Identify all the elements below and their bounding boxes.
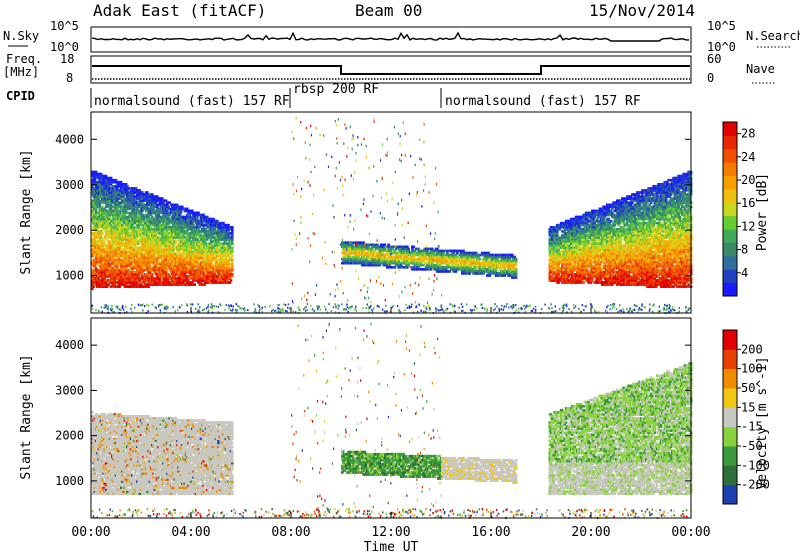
nsky-tick-high: 10^5 <box>50 19 79 33</box>
rti-plot: Adak East (fitACF) Beam 00 15/Nov/2014 N… <box>0 0 800 554</box>
cpid-segment-3: normalsound (fast) 157 RF <box>445 94 641 109</box>
power-cell <box>231 259 234 262</box>
power-cell <box>596 242 599 245</box>
nsky-label: N.Sky <box>3 29 39 43</box>
power-cell <box>231 273 234 276</box>
power-cell <box>151 273 154 276</box>
nsearch-label: N.Search <box>746 29 800 43</box>
power-cell <box>169 226 172 229</box>
nsky-panel: N.Sky 10^5 10^0 10^5 10^0 N.Search <box>3 19 800 54</box>
freq-frame <box>91 56 691 83</box>
freq-trace <box>92 66 690 74</box>
power-cell <box>166 269 169 272</box>
cpid-panel: CPID normalsound (fast) 157 RF rbsp 200 … <box>6 82 641 109</box>
power-cell <box>610 220 613 223</box>
power-cell <box>141 275 144 278</box>
power-cell <box>151 216 154 219</box>
power-cell <box>191 210 194 213</box>
rti-plot-svg: Adak East (fitACF) Beam 00 15/Nov/2014 N… <box>0 0 800 554</box>
freq-tick-high: 18 <box>60 52 74 66</box>
nsearch-tick-high: 10^5 <box>707 19 736 33</box>
power-cell <box>151 228 154 231</box>
freq-panel: Freq. [MHz] 18 8 60 0 Nave <box>3 52 776 85</box>
power-cell <box>105 238 108 241</box>
power-cell <box>126 212 129 215</box>
power-cell <box>101 232 104 235</box>
power-cell <box>582 281 585 284</box>
nave-label: Nave <box>746 62 775 76</box>
power-cell <box>194 283 197 286</box>
power-cell <box>231 255 234 258</box>
power-cell <box>92 285 95 288</box>
nave-tick-high: 60 <box>707 52 721 66</box>
power-cell <box>144 214 147 217</box>
freq-unit-label: [MHz] <box>3 65 39 79</box>
freq-label: Freq. <box>6 52 42 66</box>
power-cell <box>231 226 234 229</box>
cpid-label: CPID <box>6 89 35 103</box>
power-cell <box>104 242 107 245</box>
power-cell <box>197 212 200 215</box>
power-cell <box>101 206 104 209</box>
date-title: 15/Nov/2014 <box>589 1 695 20</box>
power-cell <box>175 240 178 243</box>
nsky-trace <box>92 33 689 41</box>
power-cell <box>196 238 199 241</box>
power-cell <box>184 216 187 219</box>
power-cell <box>174 246 177 249</box>
power-cell <box>607 218 610 221</box>
power-cell <box>612 238 615 241</box>
power-cell <box>187 279 190 282</box>
power-cell <box>230 279 233 282</box>
power-cell <box>559 275 562 278</box>
freq-tick-low: 8 <box>66 71 73 85</box>
nave-tick-low: 0 <box>707 71 714 85</box>
cpid-segment-1: normalsound (fast) 157 RF <box>94 94 290 109</box>
cpid-segment-2: rbsp 200 RF <box>293 82 379 97</box>
power-cell <box>127 269 130 272</box>
power-cell <box>190 240 193 243</box>
power-cell <box>139 277 142 280</box>
power-cell <box>141 214 144 217</box>
beam-title: Beam 00 <box>355 1 422 20</box>
power-cell <box>210 271 213 274</box>
station-title: Adak East (fitACF) <box>93 1 266 20</box>
power-cell <box>231 246 234 249</box>
